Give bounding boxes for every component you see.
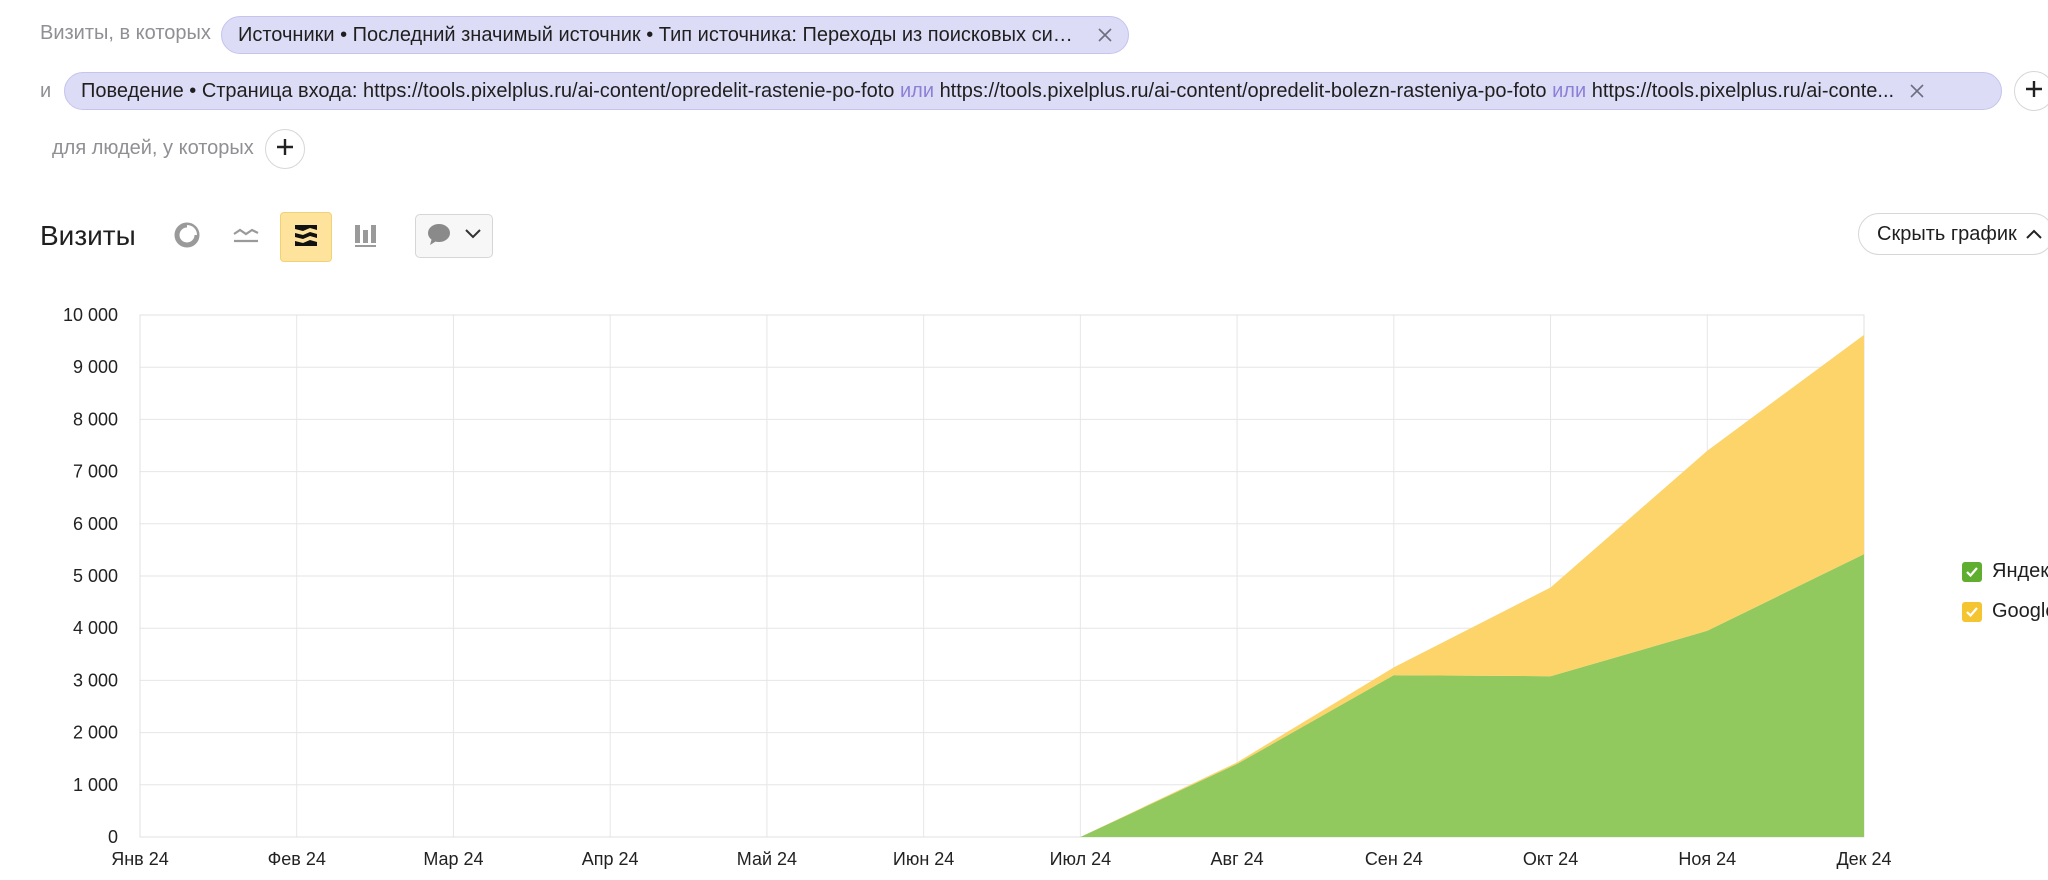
y-tick-label: 9 000: [73, 357, 118, 377]
check-icon: [1966, 606, 1978, 617]
y-tick-label: 3 000: [73, 670, 118, 690]
plus-icon: [2024, 79, 2044, 104]
x-tick-label: Авг 24: [1211, 849, 1264, 869]
or-separator: или: [1552, 79, 1587, 102]
y-tick-label: 5 000: [73, 566, 118, 586]
area-chart-button[interactable]: [280, 212, 332, 262]
filter-visits-prefix: Визиты, в которых: [40, 22, 211, 44]
pie-chart-button[interactable]: [161, 212, 213, 262]
y-tick-label: 0: [108, 827, 118, 847]
legend-checkbox[interactable]: [1962, 561, 1982, 582]
line-chart-button[interactable]: [220, 212, 272, 262]
x-axis: Янв 24 Фев 24 Мар 24 Апр 24 Май 24 Июн 24 Июл …: [111, 849, 1891, 869]
legend-label: Google: [1992, 600, 2048, 622]
x-tick-label: Фев 24: [268, 849, 326, 869]
y-axis: 0 1 000 2 000 3 000 4 000 5 000 6 000 7 000 8 00…: [63, 305, 118, 847]
x-tick-label: Ноя 24: [1678, 849, 1736, 869]
close-icon[interactable]: [1096, 26, 1114, 44]
add-filter-button[interactable]: [2014, 71, 2048, 111]
hide-chart-button[interactable]: Скрыть график: [1858, 213, 2048, 255]
x-tick-label: Июл 24: [1050, 849, 1112, 869]
plus-icon: [275, 137, 295, 162]
check-icon: [1966, 566, 1978, 577]
y-tick-label: 10 000: [63, 305, 118, 325]
legend-checkbox[interactable]: [1962, 601, 1982, 622]
chevron-down-icon: [464, 227, 482, 245]
y-tick-label: 1 000: [73, 775, 118, 795]
area-series[interactable]: [1080, 334, 1864, 837]
x-tick-label: Июн 24: [893, 849, 954, 869]
legend-item-yandex[interactable]: Яндекс: [1962, 560, 2048, 583]
source-filter-text: Источники • Последний значимый источник …: [238, 23, 1082, 46]
comment-icon: [426, 222, 452, 251]
entry-page-part: https://tools.pixelplus.ru/ai-conte...: [1591, 79, 1895, 102]
x-tick-label: Сен 24: [1365, 849, 1423, 869]
or-separator: или: [899, 79, 934, 102]
area-series[interactable]: [1080, 554, 1864, 837]
bar-chart-icon: [353, 222, 379, 253]
entry-page-filter-chip[interactable]: Поведение • Страница входа: https://tool…: [64, 72, 2002, 110]
x-tick-label: Дек 24: [1836, 849, 1891, 869]
annotations-dropdown[interactable]: [415, 214, 493, 258]
x-tick-label: Май 24: [737, 849, 797, 869]
y-tick-label: 4 000: [73, 618, 118, 638]
line-chart-icon: [232, 222, 260, 253]
close-icon[interactable]: [1908, 82, 1926, 100]
metric-title: Визиты: [40, 220, 136, 251]
bar-chart-button[interactable]: [340, 212, 392, 262]
entry-page-filter-text: Поведение • Страница входа: https://tool…: [81, 80, 1894, 103]
y-tick-label: 7 000: [73, 462, 118, 482]
x-tick-label: Мар 24: [423, 849, 483, 869]
add-people-filter-button[interactable]: [265, 129, 305, 169]
chart-areas: [1080, 334, 1864, 837]
x-tick-label: Янв 24: [111, 849, 169, 869]
legend-label: Яндекс: [1992, 560, 2048, 582]
entry-page-part: Поведение • Страница входа: https://tool…: [81, 79, 895, 102]
x-tick-label: Апр 24: [582, 849, 639, 869]
area-chart-icon: [292, 221, 320, 254]
visits-chart: 0 1 000 2 000 3 000 4 000 5 000 6 000 7 000 8 00…: [63, 305, 1892, 869]
pie-chart-icon: [174, 222, 200, 253]
y-tick-label: 6 000: [73, 514, 118, 534]
y-tick-label: 2 000: [73, 723, 118, 743]
legend-item-google[interactable]: Google: [1962, 600, 2048, 623]
hide-chart-label: Скрыть график: [1877, 222, 2017, 245]
x-tick-label: Окт 24: [1523, 849, 1578, 869]
y-tick-label: 8 000: [73, 409, 118, 429]
source-filter-chip[interactable]: Источники • Последний значимый источник …: [221, 16, 1129, 54]
filter-and-prefix: и: [40, 80, 52, 102]
people-filter-prefix: для людей, у которых: [52, 137, 254, 159]
entry-page-part: https://tools.pixelplus.ru/ai-content/op…: [939, 79, 1547, 102]
chevron-up-icon: [2025, 223, 2043, 246]
